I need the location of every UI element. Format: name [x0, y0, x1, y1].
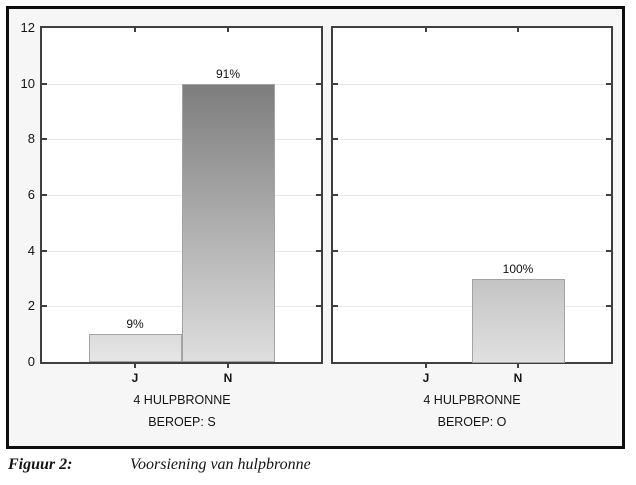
x-axis-tick-top [424, 28, 427, 32]
chart-panel: 9% 91% [40, 26, 323, 368]
gridline [42, 139, 321, 141]
y-axis-tick [606, 249, 611, 252]
gridline [42, 83, 321, 85]
y-axis-tick [42, 249, 47, 252]
panel-group-label: 4 HULPBRONNE [423, 393, 521, 407]
y-axis-tick [333, 138, 338, 141]
y-axis-tick-label: 8 [27, 131, 35, 146]
x-axis-tick-top [517, 28, 520, 32]
y-axis-tick [42, 82, 47, 85]
gridline [333, 195, 611, 196]
bar-n [182, 84, 275, 362]
y-axis-tick-label: 12 [20, 20, 35, 35]
y-axis-tick [333, 249, 338, 252]
y-axis-tick [606, 305, 611, 308]
bar-j [89, 334, 182, 362]
y-axis-tick [316, 249, 321, 252]
y-axis-tick [316, 305, 321, 308]
y-axis-tick-label: 0 [27, 354, 35, 369]
x-axis-tick-bottom [424, 364, 427, 368]
y-axis-tick [333, 82, 338, 85]
x-axis-tick-bottom [517, 364, 520, 368]
y-axis-tick [333, 305, 338, 308]
bar-value-label: 91% [215, 67, 241, 81]
chart-panel: 100% [331, 26, 613, 368]
y-axis-tick [316, 138, 321, 141]
panel-group-label: 4 HULPBRONNE [133, 393, 231, 407]
x-axis-tick-bottom [227, 364, 229, 368]
category-tick-label: J [131, 371, 139, 385]
y-axis-tick-label: 10 [20, 76, 35, 91]
category-tick-label: J [422, 371, 430, 385]
gridline [42, 306, 321, 308]
gridline [42, 250, 321, 252]
y-axis-tick-label: 2 [27, 298, 35, 313]
gridline [333, 139, 611, 141]
x-axis-tick-bottom [134, 364, 136, 368]
y-axis-tick-label: 4 [27, 243, 35, 258]
gridline [333, 250, 611, 252]
category-tick-label: N [513, 371, 523, 385]
bar-value-label: 9% [126, 317, 144, 331]
y-axis-tick [316, 194, 321, 196]
gridline [333, 83, 611, 85]
y-axis-tick [606, 138, 611, 141]
x-axis-tick-top [227, 28, 229, 32]
y-axis-tick [316, 82, 321, 85]
bar-n [472, 279, 565, 363]
y-axis-tick [42, 138, 47, 141]
gridline [42, 195, 321, 196]
y-axis-tick [333, 194, 338, 196]
y-axis-tick [606, 194, 611, 196]
category-tick-label: N [223, 371, 233, 385]
figure-caption-label: Figuur 2: [8, 456, 73, 473]
panel-sub-label: BEROEP: O [437, 415, 507, 429]
y-axis-tick-label: 6 [27, 187, 35, 202]
y-axis-tick [606, 82, 611, 85]
bar-value-label: 100% [502, 262, 534, 276]
figure-caption-text: Voorsiening van hulpbronne [130, 456, 311, 473]
panel-sub-label: BEROEP: S [148, 415, 216, 429]
y-axis-tick [42, 305, 47, 308]
x-axis-tick-top [134, 28, 136, 32]
y-axis-tick [42, 194, 47, 196]
